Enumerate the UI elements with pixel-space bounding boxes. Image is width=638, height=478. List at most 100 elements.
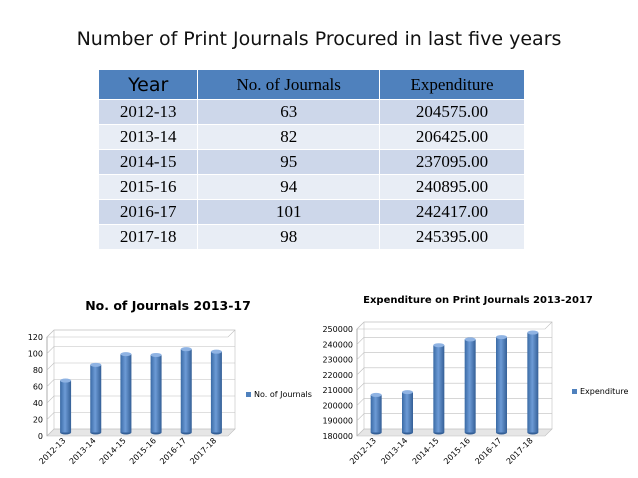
- bar-base: [150, 432, 162, 435]
- cell-year: 2014-15: [97, 149, 199, 175]
- bar-top: [180, 347, 192, 352]
- cell-expenditure: 245395.00: [379, 224, 525, 250]
- gridline: [46, 362, 235, 371]
- y-tick-label: 200000: [322, 401, 353, 410]
- bar: [464, 337, 476, 435]
- chart-title: No. of Journals 2013-17: [85, 298, 251, 313]
- cell-journals: 95: [197, 149, 381, 175]
- gridline: [46, 379, 235, 387]
- table-row: 2014-15 95 237095.00: [97, 149, 525, 175]
- chart-floor: [356, 428, 553, 437]
- bar: [496, 335, 507, 435]
- bar-body: [496, 337, 507, 433]
- bar-base: [527, 432, 539, 435]
- bar-base: [433, 432, 445, 435]
- x-tick-label: 2014-15: [411, 436, 441, 466]
- header-journals: No. of Journals: [197, 69, 381, 100]
- bar-base: [90, 432, 102, 435]
- bar-body: [527, 332, 539, 433]
- bar: [402, 390, 413, 435]
- bar-top: [433, 343, 445, 348]
- bar: [60, 378, 72, 435]
- bar-body: [60, 380, 72, 433]
- legend-swatch: [246, 392, 251, 397]
- bar: [370, 392, 382, 435]
- y-tick-label: 120: [28, 333, 43, 342]
- bar-base: [402, 432, 413, 435]
- y-tick-label: 60: [33, 383, 43, 392]
- bar-body: [433, 345, 445, 433]
- bar-body: [210, 351, 222, 433]
- table-row: 2016-17 101 242417.00: [97, 199, 525, 225]
- chart-title: Expenditure on Print Journals 2013-2017: [363, 295, 593, 306]
- bar-base: [210, 432, 222, 435]
- bar-top: [464, 337, 476, 342]
- x-tick-label: 2017-18: [188, 436, 218, 466]
- bar-top: [210, 349, 222, 354]
- bar-top: [527, 330, 539, 335]
- y-tick-label: 80: [33, 366, 43, 375]
- cell-year: 2013-14: [97, 124, 199, 150]
- journals-table: Year No. of Journals Expenditure 2012-13…: [97, 69, 525, 250]
- bar: [527, 330, 539, 435]
- y-tick-label: 180000: [322, 432, 353, 441]
- gridline: [46, 395, 235, 404]
- y-tick-label: 220000: [322, 371, 353, 380]
- x-tick-label: 2015-16: [442, 436, 472, 466]
- gridline: [356, 321, 552, 330]
- table-row: 2017-18 98 245395.00: [97, 224, 525, 250]
- x-tick-label: 2016-17: [158, 436, 188, 466]
- gridline: [46, 412, 235, 420]
- y-tick-label: 40: [33, 399, 43, 408]
- gridline: [46, 428, 235, 437]
- bar-base: [120, 432, 132, 435]
- bar-base: [496, 432, 507, 435]
- cell-year: 2015-16: [97, 174, 199, 200]
- cell-year: 2017-18: [97, 224, 199, 250]
- gridline: [356, 428, 552, 437]
- cell-journals: 101: [197, 199, 381, 225]
- cell-expenditure: 206425.00: [379, 124, 525, 150]
- bar-top: [370, 392, 382, 397]
- bar-top: [496, 335, 507, 340]
- gridline: [356, 367, 552, 376]
- page-title: Number of Print Journals Procured in las…: [76, 28, 562, 50]
- table-row: 2013-14 82 206425.00: [97, 124, 525, 150]
- x-tick-label: 2015-16: [128, 436, 158, 466]
- bar-base: [180, 432, 192, 435]
- x-tick-label: 2013-14: [68, 436, 98, 466]
- bar-base: [464, 432, 476, 435]
- x-tick-label: 2016-17: [473, 436, 503, 466]
- chart-2: Expenditure on Print Journals 2013-2017 1…: [322, 295, 628, 466]
- bar: [180, 347, 192, 435]
- chart-wall-top: [46, 329, 236, 338]
- legend-label: No. of Journals: [254, 390, 312, 399]
- bar: [433, 343, 445, 435]
- y-tick-label: 250000: [322, 325, 353, 334]
- y-tick-label: 210000: [322, 386, 353, 395]
- cell-journals: 82: [197, 124, 381, 150]
- cell-year: 2012-13: [97, 99, 199, 125]
- cell-journals: 63: [197, 99, 381, 125]
- cell-journals: 98: [197, 224, 381, 250]
- y-tick-label: 0: [38, 432, 43, 441]
- bar-body: [150, 354, 162, 433]
- bar-body: [464, 339, 476, 433]
- gridline: [46, 346, 235, 354]
- bar-body: [180, 349, 192, 433]
- bar-body: [370, 394, 382, 433]
- table-header-row: Year No. of Journals Expenditure: [97, 69, 525, 100]
- bar: [210, 349, 222, 435]
- y-tick-label: 100: [28, 350, 43, 359]
- y-tick-label: 240000: [322, 340, 353, 349]
- gridline: [356, 336, 552, 345]
- bar-top: [402, 390, 413, 395]
- chart-floor: [46, 428, 236, 437]
- bar-top: [120, 352, 132, 357]
- y-tick-label: 20: [33, 416, 43, 425]
- x-tick-label: 2013-14: [379, 436, 409, 466]
- bar-body: [120, 354, 132, 433]
- gridline: [356, 398, 552, 406]
- x-tick-label: 2017-18: [505, 436, 535, 466]
